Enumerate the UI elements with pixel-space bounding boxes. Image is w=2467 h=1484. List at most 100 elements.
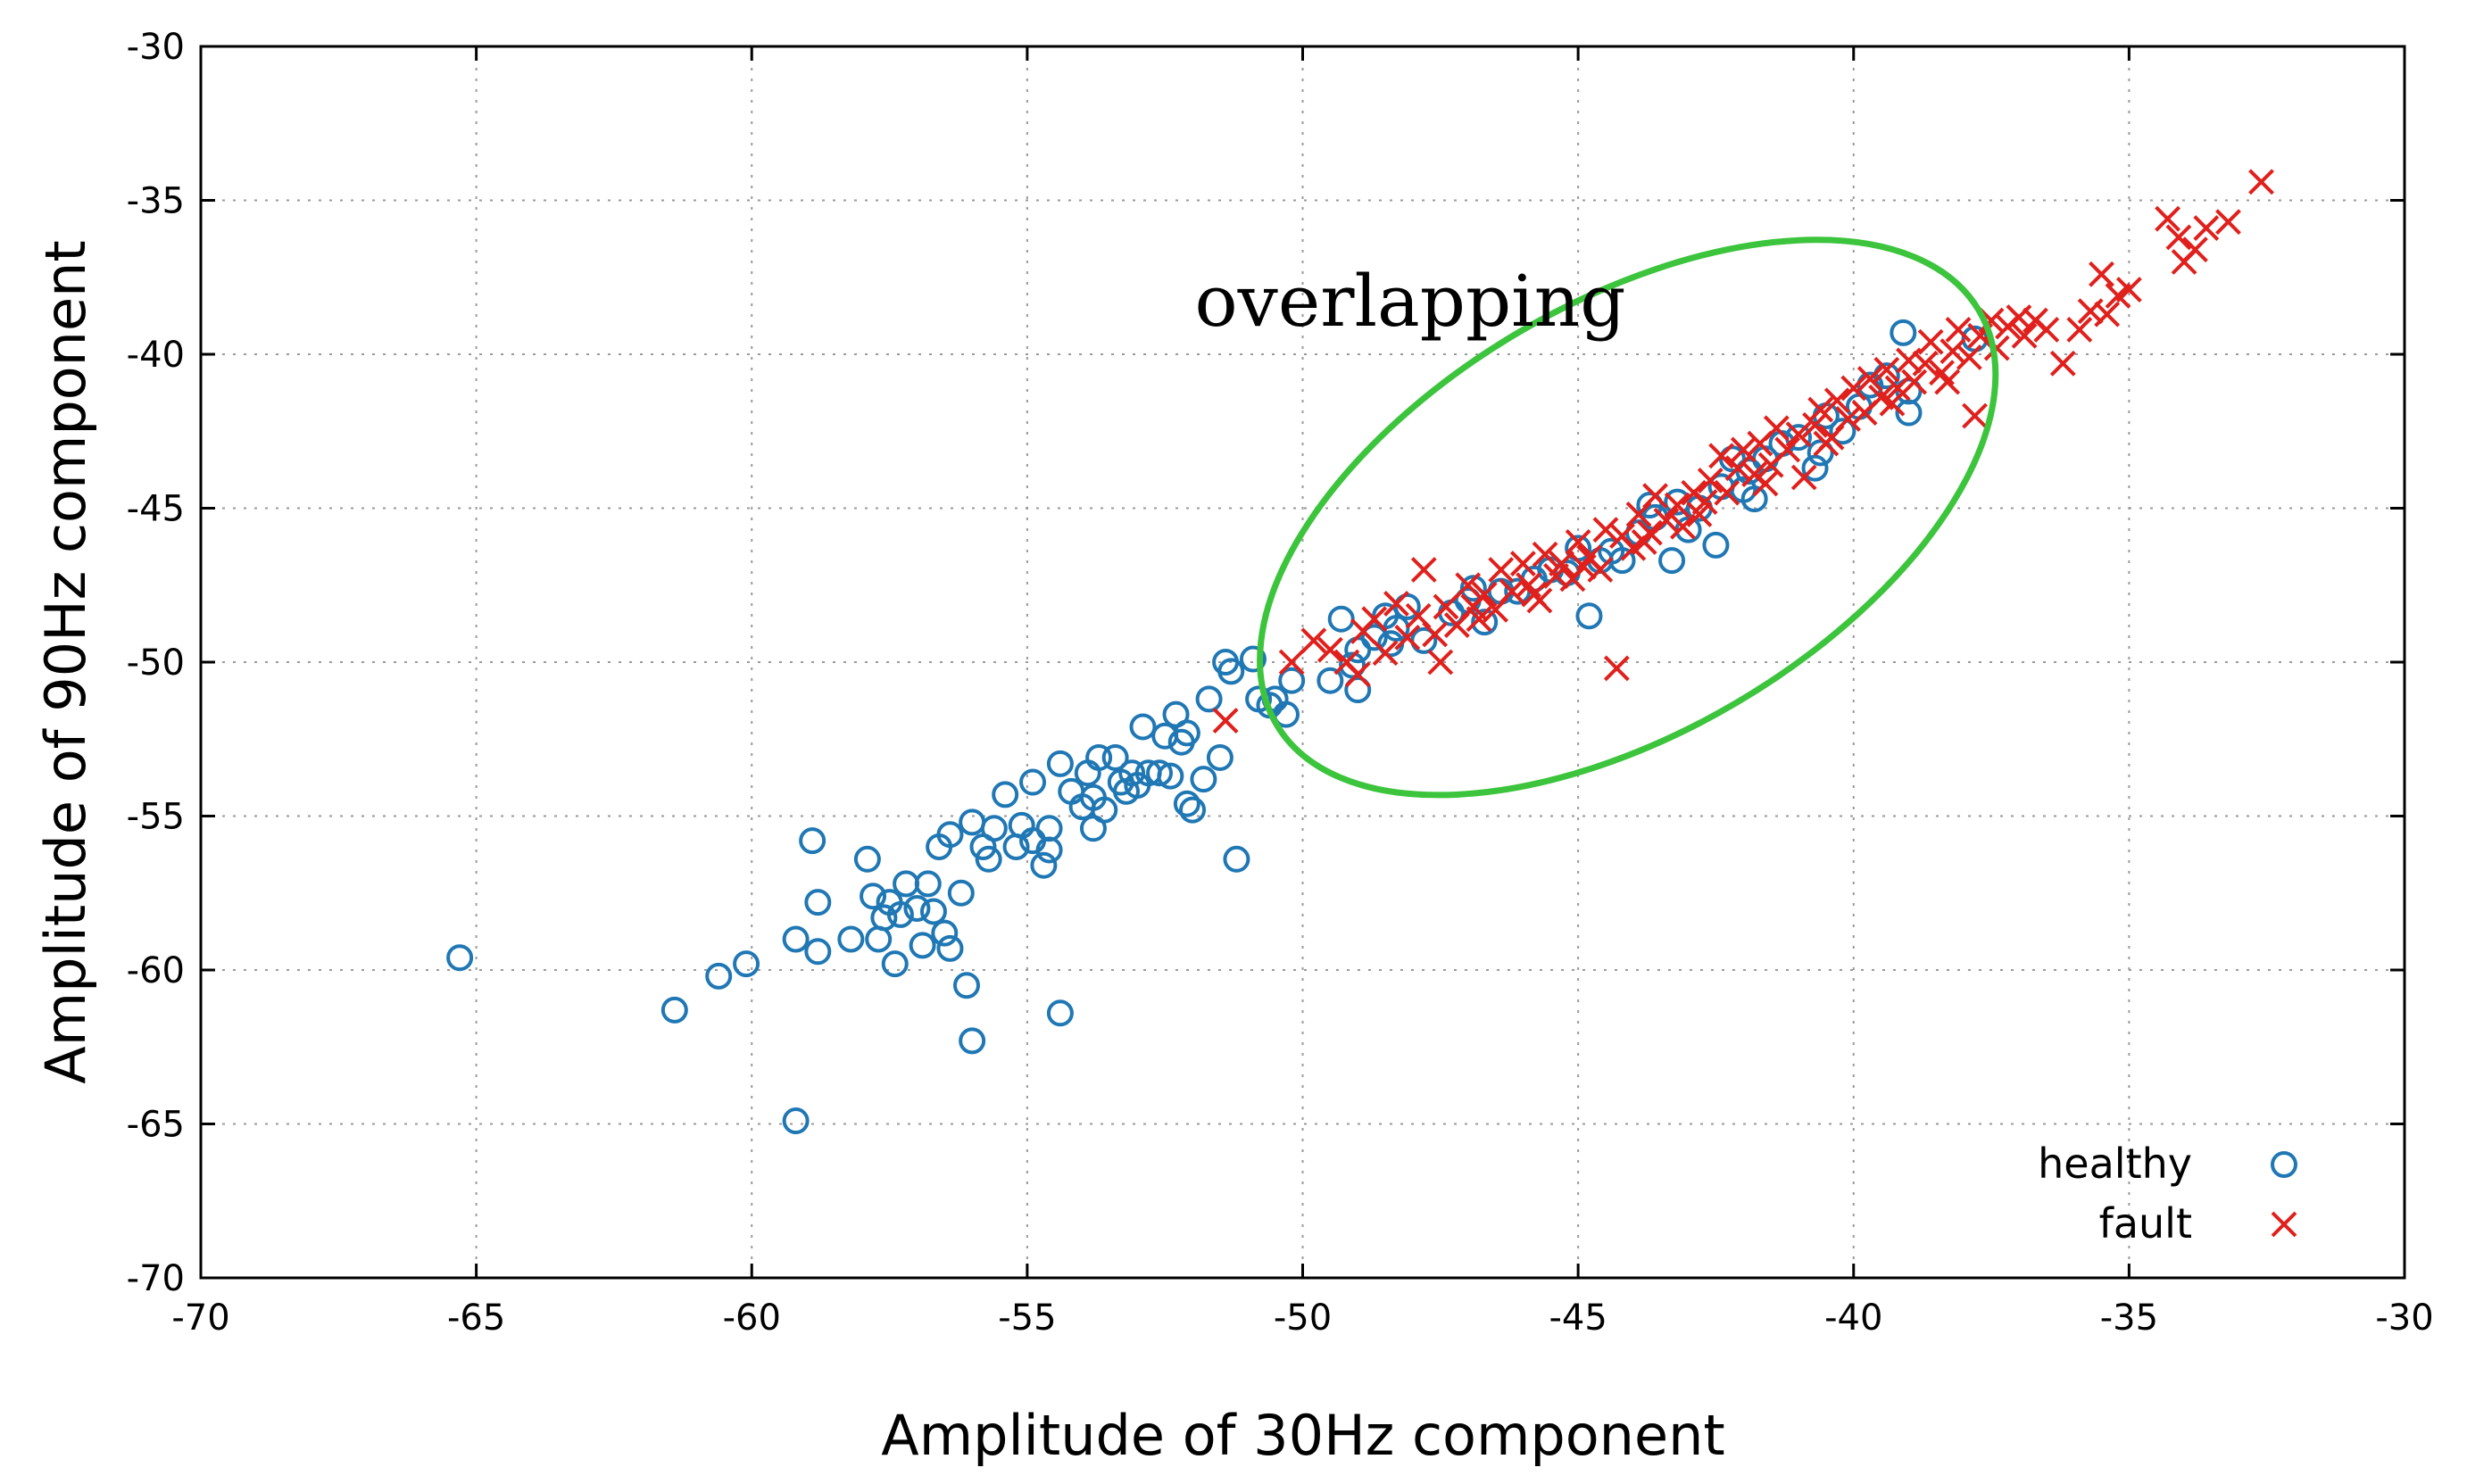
fault-point	[2182, 236, 2208, 263]
healthy-point	[660, 996, 688, 1024]
healthy-point	[1890, 319, 1917, 346]
fault-point	[1934, 369, 1961, 395]
fault-point	[2115, 277, 2142, 303]
fault-point	[2089, 261, 2114, 287]
fault-point	[2033, 316, 2060, 343]
fault-point	[1669, 513, 1696, 540]
y-tick-label: -55	[127, 797, 185, 838]
healthy-point	[992, 781, 1019, 808]
fault-point	[1945, 316, 1972, 343]
x-tick-label: -30	[2375, 1297, 2433, 1339]
x-tick-label: -60	[723, 1297, 781, 1339]
x-axis-label: Amplitude of 30Hz component	[881, 1403, 1724, 1468]
fault-point	[1433, 593, 1459, 620]
fault-point	[2215, 209, 2241, 236]
y-tick-label: -45	[127, 489, 185, 530]
fault-point	[1730, 436, 1757, 463]
healthy-point	[1740, 485, 1768, 513]
y-tick-label: -65	[127, 1105, 185, 1146]
fault-point	[1471, 581, 1498, 608]
healthy-point	[1829, 418, 1856, 445]
fault-point	[1317, 636, 1343, 663]
fault-point	[1642, 483, 1668, 510]
fault-point	[1962, 402, 1988, 429]
fault-point	[1372, 640, 1399, 667]
fault-point	[1466, 606, 1492, 633]
fault-point	[1912, 350, 1939, 377]
fault-point	[1603, 655, 1630, 682]
healthy-point	[853, 845, 881, 873]
legend-marker-fault	[2271, 1211, 2297, 1238]
y-axis-label: Amplitude of 90Hz component	[33, 240, 98, 1083]
healthy-point	[1702, 531, 1730, 559]
healthy-point	[1360, 624, 1388, 651]
healthy-point	[705, 962, 733, 990]
fault-point	[1383, 591, 1409, 617]
healthy-point	[1030, 851, 1058, 879]
fault-point	[1422, 621, 1449, 648]
healthy-point	[1801, 454, 1829, 482]
healthy-point	[1206, 743, 1234, 771]
healthy-point	[931, 919, 959, 947]
healthy-point	[980, 815, 1008, 842]
fault-point	[2193, 215, 2220, 241]
fault-point	[1549, 551, 1575, 577]
healthy-point	[1190, 766, 1217, 793]
healthy-point	[1129, 713, 1157, 741]
fault-point	[1212, 708, 1239, 734]
fault-point	[1361, 606, 1388, 633]
healthy-point	[1807, 439, 1834, 467]
healthy-point	[870, 904, 898, 932]
y-tick-label: -60	[127, 950, 185, 991]
healthy-point	[919, 898, 947, 925]
fault-point	[2049, 350, 2076, 377]
fault-point	[1873, 356, 1900, 383]
healthy-point	[914, 870, 942, 898]
healthy-point	[1217, 658, 1245, 685]
healthy-point	[1317, 667, 1344, 694]
x-tick-label: -50	[1274, 1297, 1332, 1339]
fault-point	[1763, 415, 1790, 442]
fault-point	[1278, 649, 1305, 676]
fault-point	[1884, 375, 1911, 402]
x-tick-label: -40	[1824, 1297, 1882, 1339]
healthy-point	[804, 889, 832, 916]
fault-point	[1807, 396, 1834, 423]
x-tick-label: -65	[447, 1297, 505, 1339]
fault-point	[1344, 661, 1371, 688]
fault-point	[1499, 578, 1525, 605]
fault-point	[1802, 411, 1828, 438]
healthy-point	[1046, 750, 1074, 777]
fault-point	[1691, 489, 1718, 516]
fault-point	[1697, 468, 1724, 493]
fault-point	[2094, 301, 2121, 327]
fault-point	[2248, 169, 2274, 195]
healthy-point	[903, 895, 931, 922]
fault-point	[1813, 430, 1840, 457]
fault-point	[2011, 322, 2038, 349]
healthy-point	[1173, 719, 1200, 747]
fault-point	[1940, 338, 1966, 364]
healthy-point	[1339, 651, 1366, 679]
fault-point	[1664, 492, 1690, 518]
healthy-point	[1179, 796, 1207, 824]
x-tick-label: -55	[998, 1297, 1056, 1339]
fault-point	[1532, 541, 1558, 568]
fault-point	[1394, 624, 1421, 651]
y-tick-label: -70	[127, 1258, 185, 1299]
healthy-point	[860, 883, 887, 910]
healthy-point	[936, 934, 964, 962]
healthy-point	[1471, 609, 1499, 636]
overlap-annotation-text: overlapping	[1195, 260, 1626, 343]
healthy-point	[804, 938, 832, 966]
y-tick-label: -50	[127, 643, 185, 684]
legend-label-fault: fault	[2099, 1199, 2192, 1248]
x-tick-label: -70	[171, 1297, 229, 1339]
x-tick-label: -45	[1549, 1297, 1607, 1339]
healthy-point	[837, 925, 865, 953]
healthy-point	[1344, 676, 1372, 704]
fault-point	[1790, 464, 1817, 491]
axis-ticks: -70 -65 -60 -55 -50 -45 -40 -35 -30 -70 -65 -60 -55 -…	[127, 27, 2434, 1339]
